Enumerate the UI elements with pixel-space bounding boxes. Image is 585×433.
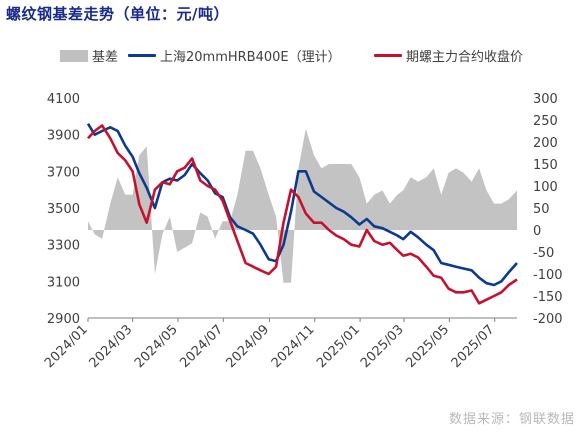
legend-label-basis: 基差 [92,50,119,65]
series-line-futures-close [87,124,518,305]
y-right-tick-label: 0 [533,224,541,239]
x-tick-label: 2024/09 [223,322,272,371]
y-left-tick-label: 3500 [47,202,80,217]
y-right-tick-label: 100 [533,180,558,195]
legend-label-shanghai-rebar: 上海20mmHRB400E（理计） [160,50,341,65]
y-right-tick-label: 200 [533,136,558,151]
y-right-tick-label: 150 [533,158,558,173]
x-tick-label: 2024/11 [269,322,318,371]
y-left-tick-label: 3700 [47,165,80,180]
data-source: 数据来源：钢联数据 [448,412,575,427]
chart-title: 螺纹钢基差走势（单位：元/吨） [6,5,229,23]
y-right-tick-label: -100 [533,268,563,283]
x-tick-label: 2025/03 [358,322,407,371]
y-right-tick-label: -200 [533,312,563,327]
series-line-shanghai-rebar [86,123,518,287]
legend-item-shanghai-rebar: 上海20mmHRB400E（理计） [128,46,341,65]
x-tick-label: 2024/03 [87,322,136,371]
y-left-tick-label: 4100 [47,92,80,107]
legend-swatch-shanghai-rebar [128,54,156,57]
legend-item-futures-close: 期螺主力合约收盘价 [374,46,523,65]
y-right-tick-label: 300 [533,92,558,107]
legend-swatch-futures-close [374,54,402,57]
y-left-tick-label: 3900 [47,129,80,144]
y-left-tick-label: 3300 [47,239,80,254]
y-right-tick-label: -150 [533,290,563,305]
chart-legend: 基差 上海20mmHRB400E（理计） 期螺主力合约收盘价 [60,46,575,68]
x-tick-label: 2024/07 [177,322,226,371]
x-tick-label: 2025/01 [314,322,363,371]
y-left-tick-label: 3100 [47,275,80,290]
x-tick-label: 2025/07 [449,322,498,371]
legend-label-futures-close: 期螺主力合约收盘价 [406,50,524,65]
x-tick-label: 2024/05 [132,322,181,371]
legend-swatch-basis [60,49,88,62]
y-left-tick-label: 2900 [47,312,80,327]
y-right-tick-label: -50 [533,246,554,261]
x-tick-label: 2025/05 [403,322,452,371]
x-tick-label: 2024/01 [42,322,91,371]
legend-item-basis: 基差 [60,46,118,65]
y-right-tick-label: 250 [533,114,558,129]
y-right-tick-label: 50 [533,202,550,217]
